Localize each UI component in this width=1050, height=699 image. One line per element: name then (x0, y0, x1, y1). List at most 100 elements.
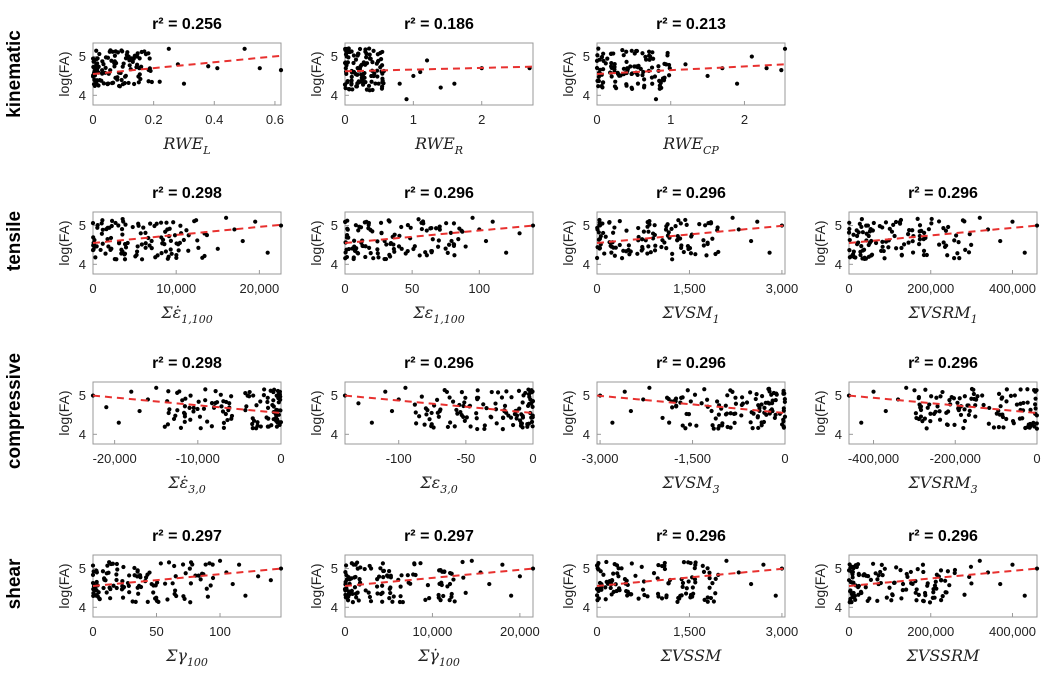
panel-tensile-3-point-108 (891, 222, 896, 228)
panel-kinematic-0-xtick-label-3: 0.6 (266, 112, 284, 127)
panel-tensile-2-point-119 (611, 245, 616, 250)
panel-shear-1-point-79 (408, 581, 413, 586)
panel-compressive-2-point-78 (723, 412, 729, 417)
panel-tensile-0-point-102 (194, 218, 199, 223)
panel-tensile-3-point-44 (963, 247, 968, 252)
panel-kinematic-1-point-49 (376, 81, 381, 86)
panel-shear-3-point-14 (940, 594, 945, 599)
panel-compressive-2-point-6 (667, 420, 672, 425)
panel-compressive-1-point-19 (489, 389, 494, 395)
panel-compressive-2-point-94 (686, 412, 692, 417)
panel-shear-3-axes-box (848, 554, 1038, 618)
panel-kinematic-0-xtick-label-1: 0.2 (145, 112, 163, 127)
panel-tensile-3-point-61 (886, 245, 891, 250)
panel-shear-3-point-86 (927, 600, 933, 605)
panel-shear-2-point-103 (642, 592, 647, 598)
panel-compressive-3-point-14 (1004, 416, 1009, 422)
panel-compressive-0-xlabel-sub: 3,0 (188, 483, 206, 496)
panel-kinematic-0-point-14 (112, 64, 117, 69)
panel-shear-0-point-42 (90, 572, 96, 577)
panel-tensile-1-point-96 (378, 220, 384, 225)
panel-tensile-1-point-110 (405, 249, 410, 254)
panel-compressive-2-fit-line (596, 394, 786, 414)
panel-tensile-0-point-99 (119, 226, 125, 232)
panel-tensile-1-point-68 (362, 220, 367, 225)
panel-shear-2-point-116 (604, 559, 609, 565)
panel-shear-1-point-111 (378, 566, 383, 571)
panel-tensile-2-point-90 (652, 232, 657, 238)
panel-shear-1-point-80 (368, 599, 374, 604)
panel-kinematic-0-point-35 (101, 81, 106, 86)
panel-kinematic-1-point-112 (349, 78, 354, 83)
panel-tensile-2-point-18 (617, 242, 622, 248)
panel-kinematic-0-point-5 (278, 68, 284, 73)
panel-shear-0-xtick-label-1: 50 (149, 624, 163, 639)
panel-shear-1-point-87 (398, 594, 403, 599)
panel-compressive-2-ylabel: log(FA) (560, 390, 576, 435)
panel-compressive-2-point-91 (710, 423, 715, 428)
panel-shear-3-point-75 (856, 583, 862, 589)
panel-kinematic-0-point-111 (115, 50, 121, 55)
panel-compressive-1-point-110 (448, 420, 453, 425)
panel-tensile-0-point-14 (168, 247, 173, 252)
panel-tensile-0-point-36 (123, 242, 128, 247)
panel-kinematic-2-point-61 (635, 72, 640, 78)
panel-tensile-3-point-73 (870, 228, 875, 233)
panel-shear-2-point-109 (664, 595, 669, 600)
panel-kinematic-1-point-99 (380, 78, 385, 83)
panel-shear-2-ylabel: log(FA) (560, 563, 576, 608)
panel-shear-1-point-6 (530, 566, 536, 571)
panel-shear-1-point-117 (413, 572, 418, 578)
panel-tensile-3: r² = 0.296 4 5 log(FA) 0 200,000 400,000 ΣVSRM1 (812, 185, 1040, 326)
panel-kinematic-0-point-94 (103, 65, 108, 70)
panel-compressive-3-point-112 (1029, 422, 1034, 427)
panel-kinematic-2-ytick-label-0: 4 (583, 88, 590, 103)
panel-shear-1-point-8 (386, 569, 392, 574)
panel-shear-3-point-5 (1034, 566, 1040, 571)
panel-shear-3-point-93 (846, 578, 852, 583)
panel-shear-0-point-112 (93, 593, 98, 598)
panel-shear-1-point-105 (400, 599, 405, 605)
panel-tensile-2-point-84 (645, 251, 650, 256)
panel-compressive-0-point-56 (213, 389, 218, 394)
panel-tensile-0-point-2 (240, 238, 245, 244)
panel-compressive-2-point-29 (720, 423, 725, 428)
panel-kinematic-2-point-4 (749, 54, 754, 59)
panel-tensile-2-point-100 (639, 248, 644, 253)
panel-compressive-3-point-90 (1033, 396, 1038, 401)
panel-shear-1-point-9 (399, 573, 404, 578)
panel-shear-1-point-49 (380, 583, 385, 588)
panel-compressive-0-point-118 (209, 424, 214, 429)
panel-compressive-0-point-23 (201, 406, 207, 411)
panel-kinematic-1-point-106 (344, 50, 349, 56)
panel-kinematic-0-point-83 (97, 78, 102, 83)
panel-shear-3-point-3 (1010, 562, 1015, 567)
panel-tensile-1-point-18 (408, 225, 413, 230)
panel-shear-0-point-18 (90, 563, 96, 568)
panel-tensile-0-point-6 (215, 246, 220, 251)
panel-kinematic-2-xlabel-main: RWE (662, 134, 703, 153)
panel-compressive-0-point-47 (250, 421, 255, 427)
panel-shear-1-point-99 (353, 591, 358, 596)
panel-compressive-0-point-67 (265, 395, 270, 400)
panel-compressive-0-point-112 (274, 393, 279, 398)
panel-compressive-1-point-68 (500, 415, 506, 420)
panel-tensile-3-point-83 (847, 226, 852, 232)
panel-compressive-2-point-61 (716, 412, 721, 417)
panel-shear-3-point-76 (851, 590, 856, 596)
panel-kinematic-2-point-8 (653, 97, 659, 102)
panel-compressive-0-point-65 (245, 393, 250, 398)
panel-shear-0-point-104 (94, 579, 99, 585)
panel-shear-3-point-118 (922, 590, 928, 596)
panel-compressive-3-point-99 (925, 405, 930, 410)
panel-tensile-0-xtick-label-0: 0 (89, 281, 96, 296)
panel-shear-2-point-69 (705, 595, 710, 600)
panel-compressive-2-point-119 (782, 391, 787, 396)
panel-tensile-3-point-93 (924, 252, 929, 258)
panel-compressive-0-point-49 (247, 389, 252, 395)
panel-tensile-2-point-62 (686, 246, 691, 252)
panel-compressive-1-point-115 (520, 400, 525, 405)
panel-tensile-2-point-37 (635, 251, 640, 256)
panel-shear-1-point-2 (487, 581, 492, 587)
panel-compressive-2-xlabel-main: ΣVSM (661, 473, 713, 492)
